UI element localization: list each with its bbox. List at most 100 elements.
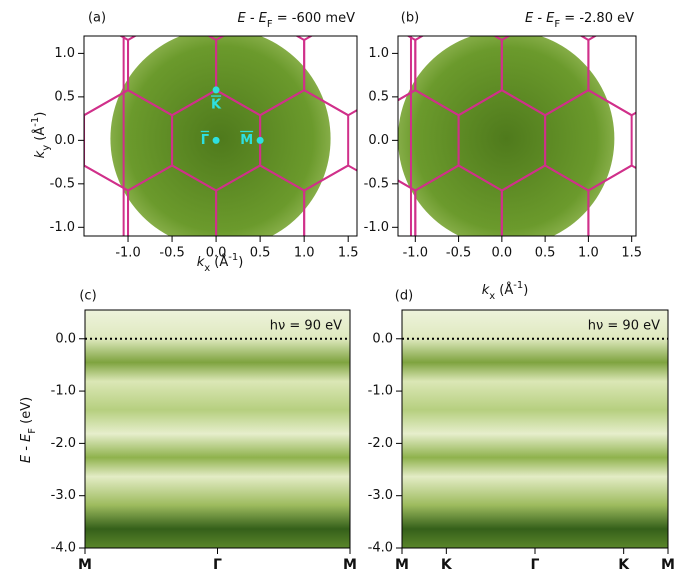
annotation: hν = 90 eV [270, 319, 342, 334]
symmetry-label: K [211, 97, 222, 112]
y-tick-label: 0.5 [54, 89, 75, 104]
symmetry-label: M [240, 133, 253, 148]
x-tick-label: -1.0 [403, 246, 428, 261]
y-tick-label: 0.5 [368, 89, 389, 104]
x-tick-label: M [395, 557, 409, 573]
panel-title-part: E - E [525, 11, 555, 26]
panel-image [85, 310, 350, 548]
x-tick-label: -0.5 [159, 246, 184, 261]
axes-frame [397, 35, 637, 237]
x-axis-label-part: k [482, 283, 490, 298]
panel-title-part: F [267, 19, 273, 30]
panel-title: E - EF = -600 meV [237, 11, 355, 30]
symmetry-label: Γ [201, 133, 209, 148]
panel-image [84, 36, 357, 236]
y-tick-label: -2.0 [51, 436, 76, 451]
y-tick-label: -1.0 [50, 220, 75, 235]
y-axis-label: ky (Å-1) [30, 112, 52, 159]
y-axis-label-part: y [41, 145, 52, 151]
y-tick-label: 0.0 [54, 133, 75, 148]
y-axis-label-part: E - E [19, 433, 34, 463]
axes-frame [83, 35, 358, 237]
intensity-map [85, 310, 350, 548]
x-axis-label-part: -1 [513, 280, 523, 291]
x-axis-label: kx (Å-1) [482, 280, 529, 302]
y-axis-label-part: F [27, 428, 38, 434]
x-tick-label: 0.5 [250, 246, 271, 261]
panel-image [402, 310, 668, 548]
y-tick-label: 0.0 [55, 331, 76, 346]
annotation: hν = 90 eV [588, 319, 660, 334]
x-tick-label: 0.0 [206, 246, 227, 261]
y-tick-label: -3.0 [368, 488, 393, 503]
x-tick-label: 1.0 [294, 246, 315, 261]
y-tick-label: -1.0 [364, 220, 389, 235]
y-tick-label: -0.5 [50, 176, 75, 191]
x-axis-label-part: x [489, 291, 495, 302]
x-tick-label: 0.5 [535, 246, 556, 261]
x-axis-label-part: ) [238, 255, 243, 270]
intensity-map [402, 310, 668, 548]
x-axis-label-part: (Å [210, 254, 228, 270]
y-tick-label: 0.0 [372, 331, 393, 346]
panel-label: (a) [88, 11, 106, 26]
bz-hexagon [84, 164, 130, 236]
x-axis-label-part: -1 [228, 252, 238, 263]
y-tick-label: 1.0 [368, 46, 389, 61]
y-tick-label: -4.0 [51, 541, 76, 556]
bz-hexagon [398, 36, 417, 102]
x-axis-label-part: k [197, 255, 205, 270]
panel-title-part: F [554, 19, 560, 30]
panel-label: (c) [79, 289, 96, 304]
y-tick-label: -4.0 [368, 541, 393, 556]
panel-label: (b) [401, 11, 419, 26]
x-axis-label-part: x [204, 263, 210, 274]
x-tick-label: 1.0 [578, 246, 599, 261]
bz-hexagon [303, 164, 357, 236]
panel-title: E - EF = -2.80 eV [525, 11, 634, 30]
bz-hexagon [398, 179, 417, 236]
bz-hexagon [303, 36, 357, 117]
y-axis-label-part: (Å [32, 127, 48, 145]
x-tick-label: 1.5 [338, 246, 359, 261]
y-axis-label-part: ) [33, 112, 48, 117]
x-axis-label-part: (Å [495, 282, 513, 298]
intensity-map [110, 36, 331, 236]
intensity-map [398, 36, 615, 236]
bz-hexagon [84, 36, 130, 117]
y-tick-label: -1.0 [51, 384, 76, 399]
y-tick-label: 0.0 [368, 133, 389, 148]
symmetry-point [256, 136, 264, 144]
x-tick-label: K [441, 557, 453, 573]
x-axis-label: kx (Å-1) [197, 252, 244, 274]
x-tick-label: 0.0 [492, 246, 513, 261]
y-tick-label: -3.0 [51, 488, 76, 503]
panel-title-part: = -2.80 eV [560, 11, 634, 26]
x-tick-label: 1.5 [621, 246, 642, 261]
x-tick-label: M [343, 557, 357, 573]
panel-title-part: E - E [237, 11, 267, 26]
panel-title-part: = -600 meV [273, 11, 355, 26]
x-tick-label: Γ [531, 557, 540, 573]
x-tick-label: -0.5 [446, 246, 471, 261]
bz-hexagon [587, 36, 636, 117]
y-axis-label-part: (eV) [19, 397, 34, 428]
y-tick-label: -2.0 [368, 436, 393, 451]
y-axis-label: E - EF (eV) [19, 397, 38, 463]
bz-hexagon [587, 164, 636, 236]
y-tick-label: 1.0 [54, 46, 75, 61]
y-tick-label: -1.0 [368, 384, 393, 399]
y-axis-label-part: -1 [30, 117, 41, 127]
x-tick-label: Γ [213, 557, 222, 573]
y-tick-label: -0.5 [364, 176, 389, 191]
symmetry-point [212, 86, 220, 94]
x-tick-label: M [78, 557, 92, 573]
x-tick-label: K [618, 557, 630, 573]
symmetry-point [212, 136, 220, 144]
x-tick-label: -1.0 [115, 246, 140, 261]
x-axis-label-part: ) [523, 283, 528, 298]
y-axis-label-part: k [33, 150, 48, 158]
panel-label: (d) [395, 289, 413, 304]
x-tick-label: M [661, 557, 675, 573]
